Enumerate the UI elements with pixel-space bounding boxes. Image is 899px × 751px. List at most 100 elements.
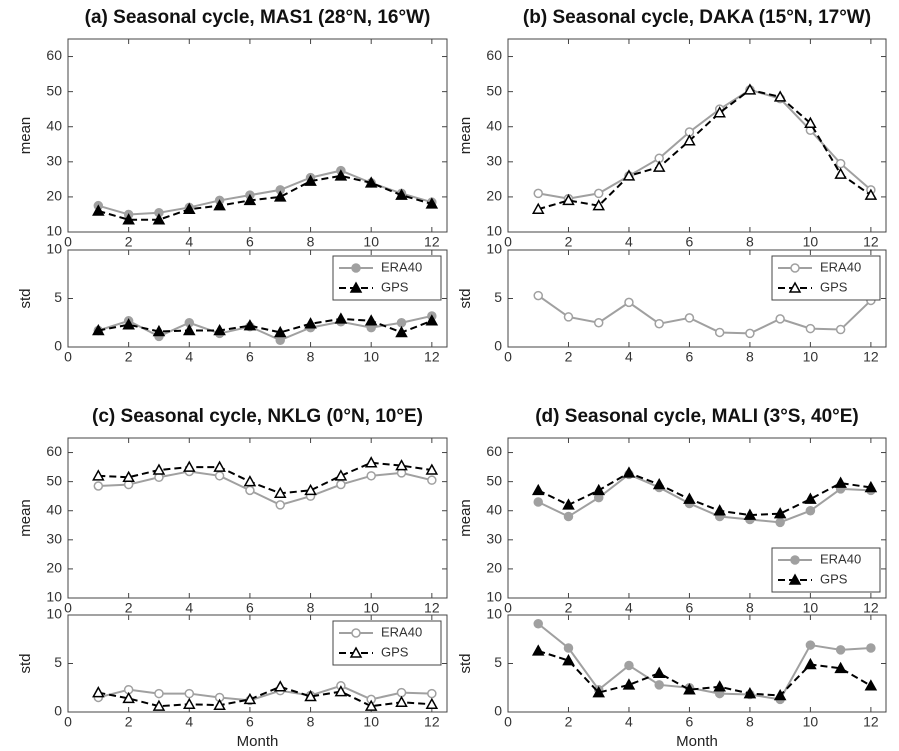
marker <box>184 688 195 699</box>
y-tick-label: 10 <box>46 589 62 605</box>
marker <box>592 686 605 698</box>
y-tick-label: 0 <box>54 338 62 354</box>
x-tick-label: 2 <box>125 234 133 250</box>
x-tick-label: 10 <box>363 600 379 616</box>
x-tick-label: 6 <box>686 714 694 730</box>
x-tick-label: 10 <box>803 714 819 730</box>
marker <box>152 463 166 475</box>
marker <box>183 460 196 472</box>
marker <box>866 643 876 653</box>
marker <box>563 511 574 522</box>
x-tick-label: 12 <box>424 234 440 250</box>
x-tick-label: 0 <box>504 234 512 250</box>
x-tick-label: 10 <box>803 600 819 616</box>
marker <box>622 169 636 181</box>
y-tick-label: 0 <box>54 703 62 719</box>
y-tick-label: 50 <box>486 82 502 98</box>
marker <box>563 643 574 653</box>
marker <box>334 685 348 697</box>
legend-marker <box>790 555 800 565</box>
series-line <box>537 622 871 701</box>
x-tick-label: 2 <box>125 714 133 730</box>
marker <box>743 508 757 520</box>
marker <box>395 695 408 708</box>
x-tick-label: 4 <box>625 234 633 250</box>
marker <box>622 466 636 478</box>
x-tick-label: 10 <box>803 349 819 365</box>
y-tick-label: 5 <box>54 654 62 670</box>
marker <box>334 312 348 324</box>
marker <box>243 319 257 331</box>
y-tick-label: 10 <box>486 589 502 605</box>
y-axis-label: std <box>457 653 474 673</box>
series-line <box>98 461 432 495</box>
marker <box>334 169 348 181</box>
x-tick-label: 4 <box>185 349 193 365</box>
series-line <box>538 88 872 200</box>
marker <box>652 160 666 172</box>
marker <box>804 116 817 128</box>
x-axis-label: Month <box>676 733 718 750</box>
marker <box>683 683 696 695</box>
x-tick-label: 0 <box>64 714 72 730</box>
y-tick-label: 0 <box>494 338 502 354</box>
y-tick-label: 40 <box>46 501 62 517</box>
legend-label: ERA40 <box>381 259 422 274</box>
series-line <box>537 649 872 697</box>
y-tick-label: 20 <box>46 188 62 204</box>
legend-label: GPS <box>820 279 848 294</box>
legend-marker <box>788 281 802 293</box>
marker <box>654 680 664 690</box>
marker <box>864 188 878 200</box>
marker <box>92 686 105 698</box>
marker <box>562 193 575 206</box>
marker <box>366 471 376 481</box>
marker <box>563 312 574 322</box>
x-tick-label: 6 <box>686 349 694 365</box>
y-tick-label: 30 <box>486 531 502 547</box>
y-tick-label: 60 <box>486 443 502 459</box>
x-tick-label: 10 <box>363 349 379 365</box>
marker <box>624 660 634 671</box>
x-tick-label: 0 <box>64 234 72 250</box>
x-tick-label: 8 <box>746 600 754 616</box>
y-tick-label: 5 <box>494 654 502 670</box>
x-tick-label: 2 <box>565 349 573 365</box>
subplot-title: (a) Seasonal cycle, MAS1 (28°N, 16°W) <box>85 7 431 28</box>
marker <box>533 618 543 629</box>
y-tick-label: 20 <box>486 188 502 204</box>
marker <box>425 697 439 709</box>
marker <box>834 167 847 179</box>
marker <box>562 498 575 510</box>
marker <box>152 324 166 337</box>
x-tick-label: 4 <box>185 600 193 616</box>
subplot-title: (b) Seasonal cycle, DAKA (15°N, 17°W) <box>523 7 871 28</box>
y-axis-label: std <box>457 288 474 308</box>
marker <box>152 213 166 225</box>
marker <box>775 517 785 528</box>
x-tick-label: 12 <box>863 349 879 365</box>
legend-marker <box>788 573 802 585</box>
subplot-title: (c) Seasonal cycle, NKLG (0°N, 10°E) <box>92 406 423 427</box>
marker <box>533 497 543 507</box>
y-tick-label: 30 <box>46 153 62 169</box>
marker <box>804 657 817 670</box>
marker <box>213 460 226 472</box>
series-line <box>98 317 433 334</box>
series-line <box>98 174 433 221</box>
x-tick-label: 12 <box>424 600 440 616</box>
marker <box>592 483 605 496</box>
marker <box>743 687 757 699</box>
marker <box>427 475 437 485</box>
marker <box>773 688 787 701</box>
y-tick-label: 10 <box>46 223 62 239</box>
legend-marker <box>351 628 361 638</box>
marker <box>805 640 816 650</box>
marker <box>652 478 666 490</box>
legend-label: ERA40 <box>820 551 861 566</box>
y-tick-label: 40 <box>486 117 502 133</box>
series-line <box>98 314 433 342</box>
x-tick-label: 10 <box>803 234 819 250</box>
marker <box>214 471 225 481</box>
marker <box>533 290 543 301</box>
